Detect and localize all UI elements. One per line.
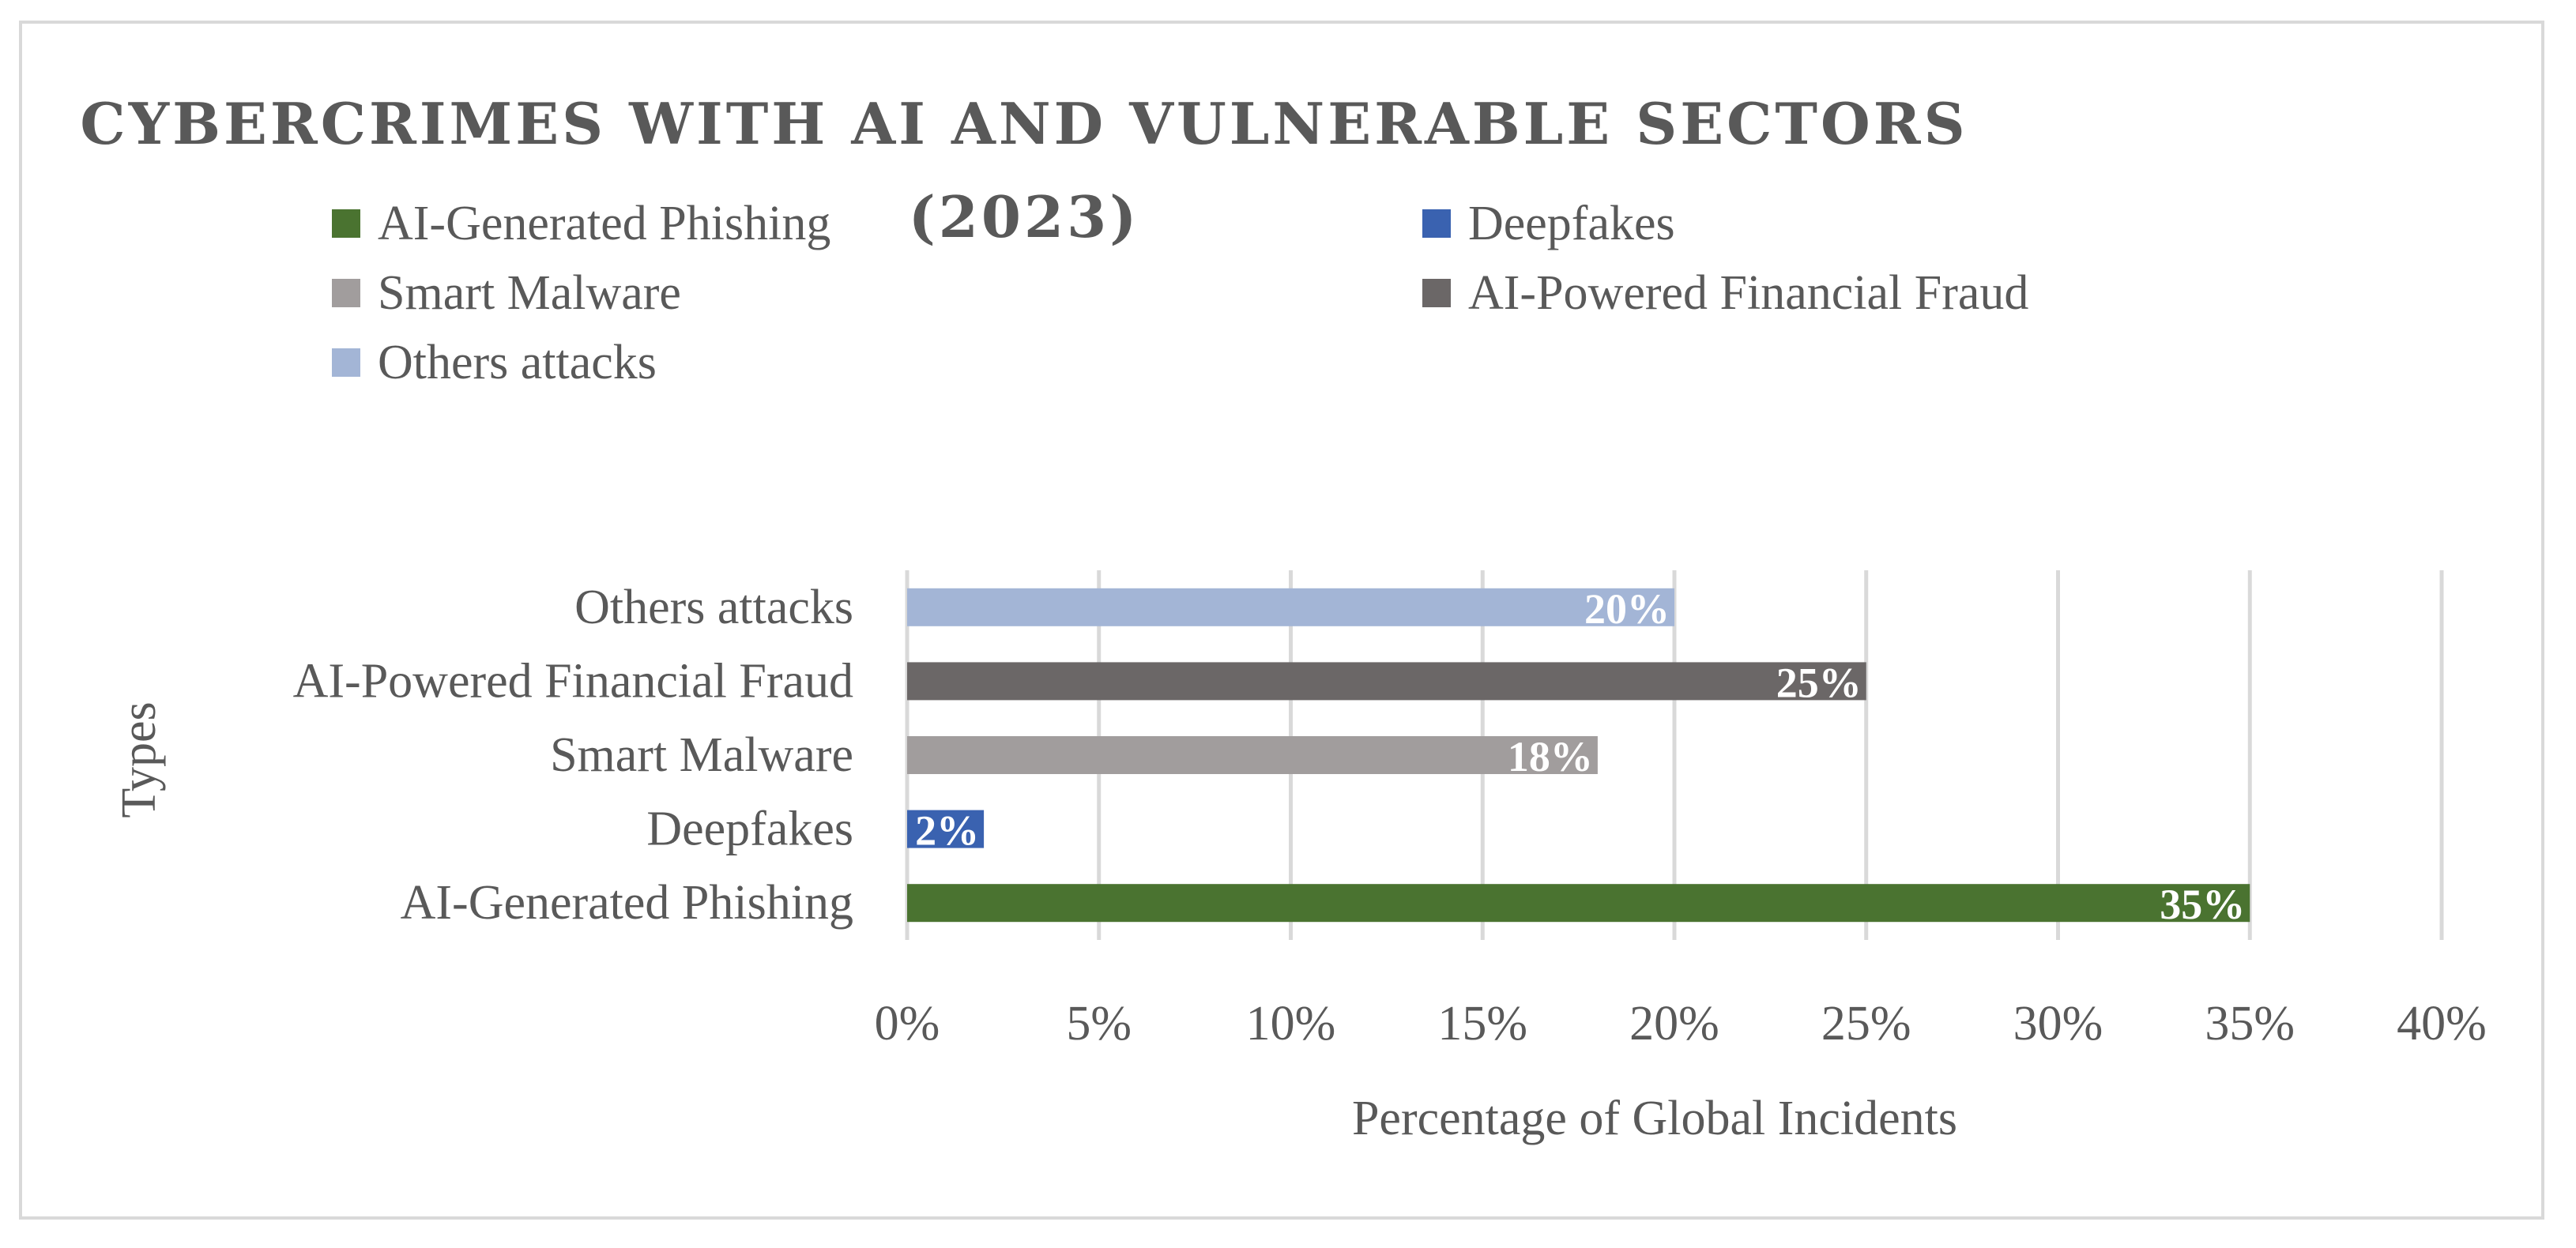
x-tick-label: 25% [1821,997,1911,1051]
chart-frame [19,21,2544,1220]
legend-item-deepfakes: Deepfakes [1422,192,1675,255]
chart-title-text: CYBERCRIMES WITH AI AND VULNERABLE SECTO… [80,90,1968,250]
legend-item-ai-generated-phishing: AI-Generated Phishing [332,192,830,255]
legend-label: AI-Powered Financial Fraud [1468,265,2029,320]
x-tick-label: 40% [2397,997,2487,1051]
bar [907,736,1598,774]
category-label: AI-Powered Financial Fraud [293,654,853,708]
legend-item-smart-malware: Smart Malware [332,261,681,325]
legend-item-others-attacks: Others attacks [332,331,657,394]
category-label: AI-Generated Phishing [401,876,853,930]
legend-label: AI-Generated Phishing [378,196,831,250]
category-labels: AI-Generated Phishing Deepfakes Smart Malw… [293,581,853,930]
data-label: 2% [915,807,979,855]
legend-swatch-icon [1422,279,1451,307]
category-label: Deepfakes [646,803,853,856]
legend-item-ai-powered-financial-fraud: AI-Powered Financial Fraud [1422,261,2028,325]
data-label: 18% [1508,733,1593,780]
x-tick-label: 5% [1066,997,1132,1051]
x-tick-label: 30% [2013,997,2103,1051]
x-tick-label: 35% [2205,997,2295,1051]
x-tick-label: 0% [875,997,940,1051]
x-tick-label: 15% [1437,997,1527,1051]
legend-swatch-icon [332,209,360,238]
data-labels: 35% 2% 18% 25% 20% [915,585,2245,928]
legend-label: Deepfakes [1468,196,1675,250]
bar [907,884,2250,923]
x-tick-label: 20% [1629,997,1719,1051]
x-tick-labels: 0% 5% 10% 15% 20% 25% 30% 35% 40% [875,997,2487,1051]
data-label: 25% [1776,659,1862,706]
legend-swatch-icon [1422,209,1451,238]
data-label: 20% [1584,585,1670,633]
bar [907,810,985,848]
x-tick-label: 10% [1246,997,1336,1051]
legend-label: Smart Malware [378,265,681,320]
legend-swatch-icon [332,279,360,307]
bar [907,662,1866,701]
category-label: Others attacks [574,581,853,634]
legend-label: Others attacks [378,335,657,389]
y-axis-title: Types [112,701,166,818]
x-axis-title: Percentage of Global Incidents [1352,1092,1957,1145]
data-label: 35% [2160,881,2245,928]
bars [907,588,2250,923]
bar [907,588,1674,626]
category-label: Smart Malware [550,728,853,782]
chart-title: CYBERCRIMES WITH AI AND VULNERABLE SECTO… [0,77,2576,264]
legend-swatch-icon [332,348,360,377]
